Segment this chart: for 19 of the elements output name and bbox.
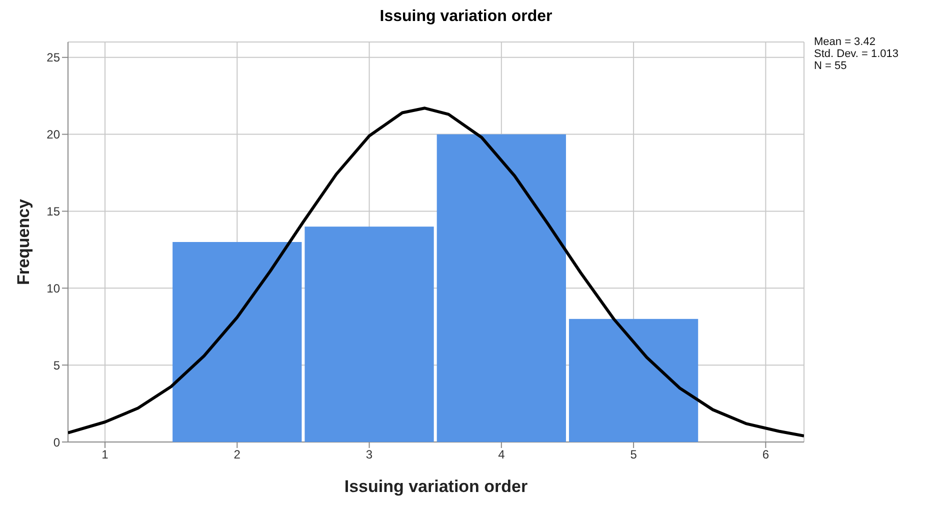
line-series [68, 106, 804, 438]
y-tick-label: 5 [53, 358, 60, 372]
x-axis-title: Issuing variation order [344, 477, 528, 496]
text: Mean = 3.42 [814, 36, 876, 48]
x-tick-label: 4 [498, 448, 506, 462]
x-tick-label: 3 [366, 448, 373, 462]
y-tick-label: 25 [46, 50, 60, 65]
y-tick-label: 10 [46, 281, 60, 296]
y-axis-title: Frequency [14, 198, 34, 285]
x-tick-label: 5 [630, 448, 638, 462]
x-tick-label: 2 [234, 448, 241, 462]
y-tick-label: 0 [53, 435, 60, 450]
text: Std. Dev. = 1.013 [814, 48, 898, 60]
y-tick-label: 15 [46, 204, 60, 218]
chart-title: Issuing variation order [378, 8, 554, 27]
text: N = 55 [814, 60, 848, 72]
y-tick-label: 20 [46, 128, 60, 142]
x-tick-label: 1 [102, 448, 109, 462]
x-tick-label: 6 [762, 448, 770, 462]
